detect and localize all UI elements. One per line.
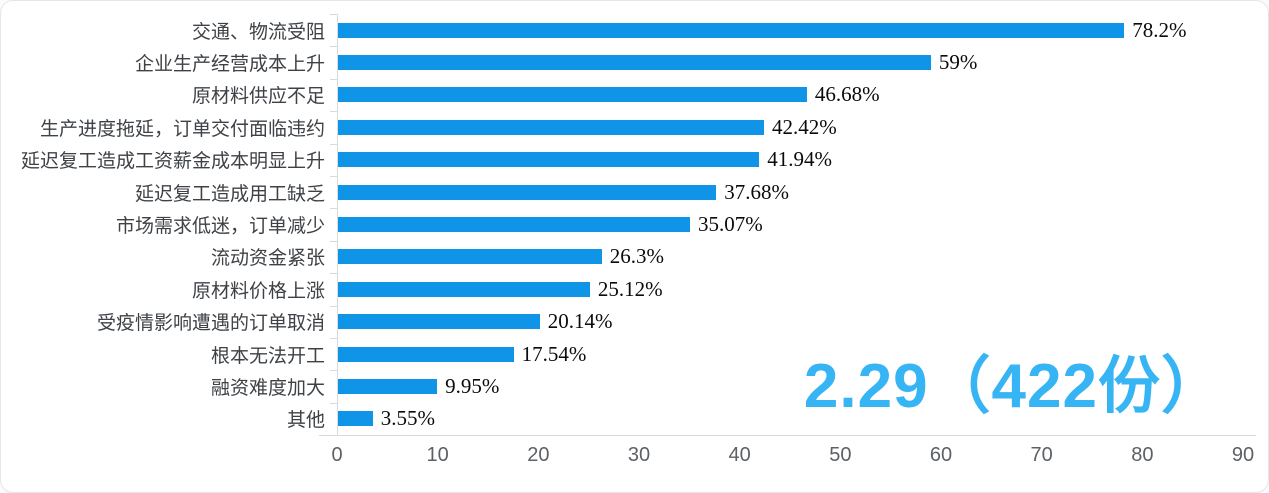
category-label: 延迟复工造成工资薪金成本明显上升 <box>20 151 325 173</box>
chart-row: 受疫情影响遭遇的订单取消 20.14% <box>1 305 1243 338</box>
category-label: 原材料供应不足 <box>191 86 325 108</box>
value-label: 20.14% <box>547 309 613 334</box>
x-tick-label: 50 <box>829 444 852 466</box>
x-tick-label: 60 <box>929 444 953 466</box>
category-label: 流动资金紧张 <box>210 248 325 270</box>
category-label: 其他 <box>286 410 325 432</box>
bar <box>337 411 373 427</box>
bar-track: 17.54% <box>330 337 1243 370</box>
x-tick-label: 20 <box>527 444 550 466</box>
category-label: 企业生产经营成本上升 <box>134 54 325 76</box>
x-tick-label: 40 <box>728 444 751 466</box>
bar <box>337 55 931 71</box>
category-label: 生产进度拖延，订单交付面临违约 <box>39 118 325 140</box>
bar <box>337 184 717 200</box>
category-label: 延迟复工造成用工缺乏 <box>134 183 325 205</box>
value-label: 35.07% <box>698 212 763 237</box>
survey-count-annotation: 2.29（422份） <box>803 352 1224 421</box>
bar-track: 41.94% <box>330 143 1243 176</box>
chart-row: 原材料供应不足 46.68% <box>1 78 1243 111</box>
bar <box>337 249 602 265</box>
x-tick-label: 30 <box>627 444 651 466</box>
bar-track: 35.07% <box>330 208 1243 240</box>
chart-row: 其他 3.55% <box>1 402 1243 435</box>
chart-row: 原材料价格上涨 25.12% <box>1 273 1243 305</box>
chart-row: 根本无法开工 17.54% <box>1 337 1243 370</box>
bar <box>337 87 807 103</box>
chart-row: 延迟复工造成工资薪金成本明显上升 41.94% <box>1 143 1243 176</box>
category-label: 原材料价格上涨 <box>191 280 325 302</box>
value-label: 42.42% <box>772 114 837 139</box>
value-label: 25.12% <box>597 276 663 301</box>
x-tick-label: 70 <box>1030 444 1053 466</box>
bar-chart-rows: 交通、物流受阻 78.2% 企业生产经营成本上升 59% 原材料供应不足 46.68% 生产… <box>1 14 1243 435</box>
value-label: 26.3% <box>609 244 664 269</box>
bar-track: 3.55% <box>330 402 1243 435</box>
category-label: 融资难度加大 <box>210 377 325 399</box>
bar <box>337 314 540 330</box>
x-axis-line <box>319 435 1256 436</box>
x-tick-label: 10 <box>426 444 449 466</box>
value-label: 46.68% <box>814 82 880 107</box>
chart-row: 融资难度加大 9.95% <box>1 370 1243 402</box>
bar <box>337 22 1125 38</box>
bar-track: 59% <box>330 46 1243 78</box>
bar-track: 42.42% <box>330 111 1243 143</box>
chart-row: 生产进度拖延，订单交付面临违约 42.42% <box>1 111 1243 143</box>
value-label: 59% <box>938 50 978 75</box>
category-label: 交通、物流受阻 <box>191 21 325 43</box>
bar <box>337 378 438 394</box>
value-label: 9.95% <box>445 373 500 398</box>
value-label: 17.54% <box>521 341 587 366</box>
bar-track: 25.12% <box>330 273 1243 305</box>
value-label: 37.68% <box>724 179 790 204</box>
value-label: 3.55% <box>380 406 435 431</box>
bar-track: 9.95% <box>330 370 1243 402</box>
x-tick-label: 0 <box>331 444 343 466</box>
category-label: 受疫情影响遭遇的订单取消 <box>96 313 325 335</box>
chart-row: 流动资金紧张 26.3% <box>1 240 1243 273</box>
bar-track: 20.14% <box>330 305 1243 338</box>
category-label: 市场需求低迷，订单减少 <box>115 216 325 238</box>
bar-track: 26.3% <box>330 240 1243 273</box>
x-tick-label: 80 <box>1131 444 1154 466</box>
x-tick-label: 90 <box>1231 444 1255 466</box>
bar-track: 46.68% <box>330 78 1243 111</box>
value-label: 41.94% <box>767 147 832 172</box>
chart-row: 延迟复工造成用工缺乏 37.68% <box>1 175 1243 208</box>
bar <box>337 281 590 297</box>
value-label: 78.2% <box>1132 17 1187 42</box>
x-axis-tick-labels: 0 10 20 30 40 50 60 70 80 90 <box>331 444 1254 470</box>
chart-row: 市场需求低迷，订单减少 35.07% <box>1 208 1243 240</box>
bar <box>337 346 514 362</box>
category-label: 根本无法开工 <box>210 345 325 367</box>
bar <box>337 152 760 168</box>
bar <box>337 217 691 233</box>
bar-track: 37.68% <box>330 175 1243 208</box>
bar <box>337 119 765 135</box>
y-axis-line <box>337 14 338 435</box>
chart-row: 交通、物流受阻 78.2% <box>1 14 1243 46</box>
bar-track: 78.2% <box>330 14 1243 46</box>
chart-row: 企业生产经营成本上升 59% <box>1 46 1243 78</box>
